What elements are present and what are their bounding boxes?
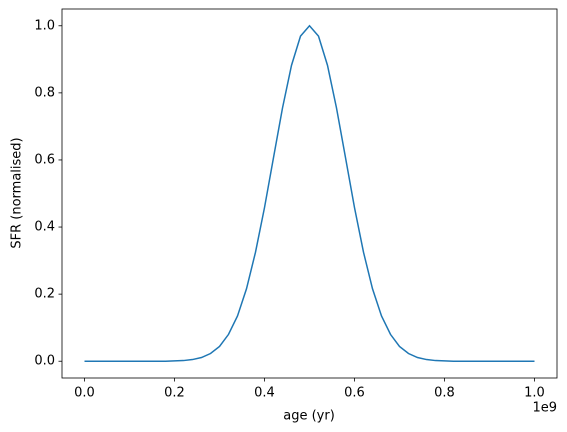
y-tick-label: 0.0 bbox=[34, 354, 55, 369]
y-tick-label: 0.4 bbox=[34, 220, 55, 235]
x-offset-label: 1e9 bbox=[532, 401, 557, 416]
y-axis-label: SFR (normalised) bbox=[10, 137, 25, 248]
y-tick-label: 0.6 bbox=[34, 152, 55, 167]
x-tick-label: 0.0 bbox=[74, 386, 95, 401]
y-tick-label: 0.2 bbox=[34, 287, 55, 302]
y-tick-label: 1.0 bbox=[34, 18, 55, 33]
x-tick-label: 0.4 bbox=[254, 386, 275, 401]
x-tick-label: 0.6 bbox=[344, 386, 365, 401]
line bbox=[84, 24, 535, 362]
x-axis-label: age (yr) bbox=[283, 409, 335, 424]
x-tick-label: 0.2 bbox=[164, 386, 185, 401]
y-tick-label: 0.8 bbox=[34, 85, 55, 100]
plot-frame bbox=[61, 8, 558, 379]
x-tick-label: 0.8 bbox=[434, 386, 455, 401]
x-tick-label: 1.0 bbox=[524, 386, 545, 401]
